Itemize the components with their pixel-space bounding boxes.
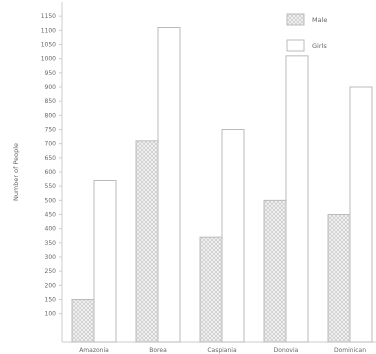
bar-girls-borea bbox=[157, 27, 181, 343]
x-tick-label: Amazonia bbox=[79, 347, 109, 354]
y-tick-label: 850 bbox=[45, 98, 57, 105]
bar-girls-dominican bbox=[349, 86, 373, 343]
y-tick-label: 650 bbox=[45, 155, 57, 162]
bar-girls-donovia bbox=[285, 55, 309, 343]
y-tick-label: 200 bbox=[45, 282, 57, 289]
y-tick-label: 450 bbox=[45, 212, 57, 219]
legend-label-male: Male bbox=[312, 16, 327, 24]
y-tick-label: 1100 bbox=[41, 27, 56, 34]
bar-male-amazonia bbox=[71, 299, 95, 343]
y-tick-label: 100 bbox=[45, 311, 57, 318]
y-tick-label: 700 bbox=[45, 141, 57, 148]
y-tick-label: 300 bbox=[45, 254, 57, 261]
bar-male-dominican bbox=[327, 214, 351, 343]
x-tick-label: Caspiania bbox=[207, 347, 237, 354]
y-tick-label: 800 bbox=[45, 112, 57, 119]
bar-girls-amazonia bbox=[93, 180, 117, 343]
y-tick-label: 1050 bbox=[41, 42, 56, 49]
y-tick-label: 600 bbox=[45, 169, 57, 176]
plot-area: 100 150 200 250 300 350 400 450 500 550 600 650 700 7… bbox=[41, 2, 376, 354]
y-tick-label: 550 bbox=[45, 183, 57, 190]
y-tick-label: 750 bbox=[45, 127, 57, 134]
y-tick-label: 950 bbox=[45, 70, 57, 77]
legend-swatch-male bbox=[286, 13, 305, 26]
y-tick-label: 900 bbox=[45, 84, 57, 91]
legend-label-girls: Girls bbox=[312, 42, 327, 50]
bar-male-borea bbox=[135, 140, 159, 343]
legend: Male Girls bbox=[286, 13, 327, 52]
y-tick-label: 1150 bbox=[41, 13, 56, 20]
bar-girls-caspiania bbox=[221, 129, 245, 343]
y-tick-label: 1000 bbox=[41, 56, 56, 63]
x-tick-label: Dominican bbox=[334, 347, 366, 354]
bar-male-caspiania bbox=[199, 236, 223, 343]
y-tick-label: 400 bbox=[45, 226, 57, 233]
y-tick-label: 350 bbox=[45, 240, 57, 247]
bar-male-donovia bbox=[263, 199, 287, 343]
x-tick-label: Borea bbox=[149, 347, 167, 354]
legend-swatch-girls bbox=[286, 39, 305, 52]
y-tick-label: 500 bbox=[45, 197, 57, 204]
x-tick-label: Donovia bbox=[274, 347, 299, 354]
y-tick-label: 150 bbox=[45, 297, 57, 304]
y-axis-label: Number of People bbox=[12, 143, 20, 201]
y-tick-label: 250 bbox=[45, 268, 57, 275]
